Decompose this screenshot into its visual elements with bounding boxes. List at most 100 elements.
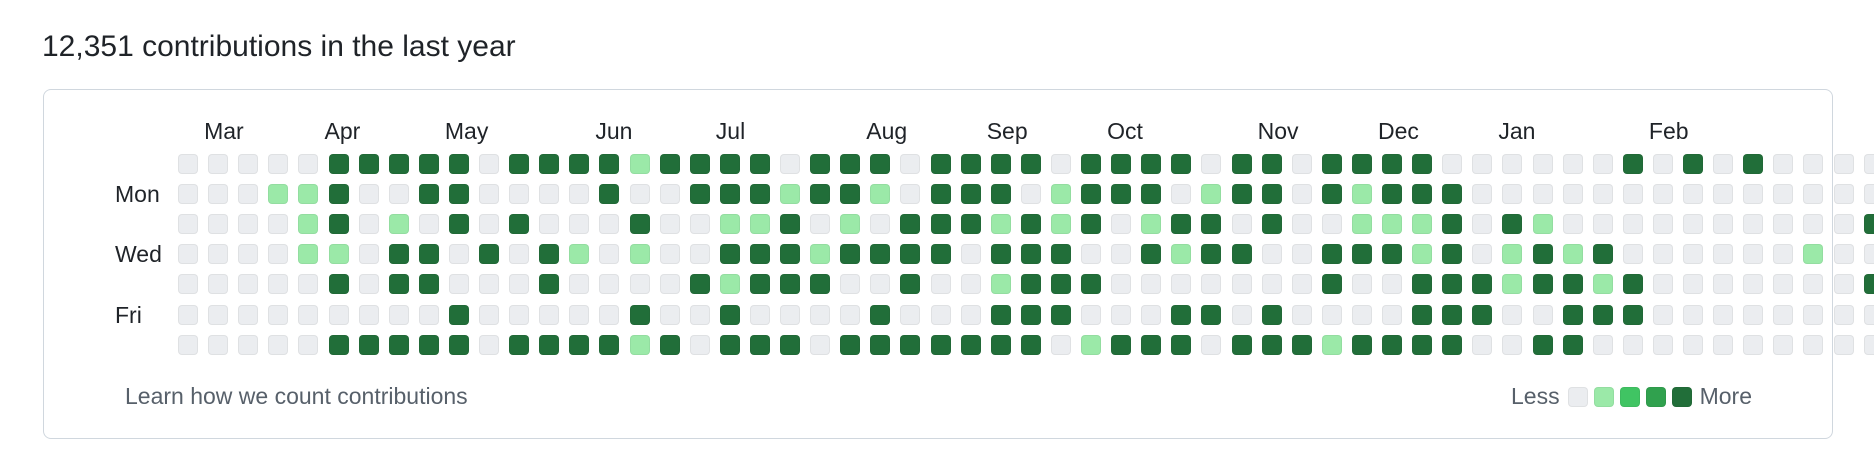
contribution-cell[interactable] (238, 214, 259, 235)
contribution-cell[interactable] (930, 244, 951, 265)
contribution-cell[interactable] (1803, 244, 1824, 265)
contribution-cell[interactable] (1472, 244, 1493, 265)
contribution-cell[interactable] (719, 214, 740, 235)
contribution-cell[interactable] (1833, 334, 1854, 355)
contribution-cell[interactable] (1532, 154, 1553, 174)
contribution-cell[interactable] (298, 184, 319, 205)
contribution-cell[interactable] (1833, 274, 1854, 295)
contribution-cell[interactable] (328, 244, 349, 265)
contribution-cell[interactable] (719, 304, 740, 325)
contribution-cell[interactable] (448, 334, 469, 355)
contribution-cell[interactable] (1231, 244, 1252, 265)
contribution-cell[interactable] (1803, 214, 1824, 235)
contribution-cell[interactable] (448, 154, 469, 174)
contribution-cell[interactable] (238, 304, 259, 325)
contribution-cell[interactable] (1863, 214, 1874, 235)
contribution-cell[interactable] (1532, 304, 1553, 325)
contribution-cell[interactable] (719, 274, 740, 295)
contribution-cell[interactable] (930, 184, 951, 205)
contribution-cell[interactable] (1863, 304, 1874, 325)
contribution-cell[interactable] (1622, 184, 1643, 205)
contribution-cell[interactable] (1683, 154, 1703, 174)
contribution-cell[interactable] (599, 334, 620, 355)
contribution-cell[interactable] (1773, 274, 1794, 295)
contribution-cell[interactable] (1502, 274, 1523, 295)
contribution-cell[interactable] (1261, 154, 1282, 174)
contribution-cell[interactable] (1622, 304, 1643, 325)
contribution-cell[interactable] (1261, 184, 1282, 205)
contribution-cell[interactable] (1412, 214, 1433, 235)
contribution-cell[interactable] (780, 334, 800, 355)
contribution-cell[interactable] (960, 244, 981, 265)
contribution-cell[interactable] (1773, 244, 1794, 265)
contribution-cell[interactable] (1652, 214, 1673, 235)
contribution-cell[interactable] (1502, 154, 1523, 174)
contribution-cell[interactable] (1291, 334, 1312, 355)
contribution-cell[interactable] (479, 184, 499, 205)
contribution-cell[interactable] (780, 304, 800, 325)
contribution-cell[interactable] (659, 334, 680, 355)
contribution-cell[interactable] (719, 154, 740, 174)
contribution-cell[interactable] (479, 214, 499, 235)
contribution-cell[interactable] (509, 184, 530, 205)
contribution-cell[interactable] (178, 214, 198, 235)
contribution-cell[interactable] (238, 274, 259, 295)
contribution-cell[interactable] (1412, 334, 1433, 355)
contribution-cell[interactable] (960, 304, 981, 325)
contribution-cell[interactable] (1863, 154, 1874, 174)
contribution-cell[interactable] (1442, 304, 1463, 325)
contribution-cell[interactable] (1803, 184, 1824, 205)
contribution-cell[interactable] (509, 154, 530, 174)
contribution-cell[interactable] (990, 274, 1011, 295)
contribution-cell[interactable] (599, 214, 620, 235)
contribution-cell[interactable] (810, 244, 831, 265)
contribution-cell[interactable] (1502, 334, 1523, 355)
contribution-cell[interactable] (418, 244, 439, 265)
contribution-cell[interactable] (599, 304, 620, 325)
contribution-cell[interactable] (268, 304, 289, 325)
contribution-cell[interactable] (208, 154, 229, 174)
contribution-cell[interactable] (268, 274, 289, 295)
contribution-cell[interactable] (238, 184, 259, 205)
contribution-cell[interactable] (208, 184, 229, 205)
contribution-cell[interactable] (1050, 334, 1071, 355)
contribution-cell[interactable] (1713, 334, 1734, 355)
contribution-cell[interactable] (749, 244, 770, 265)
contribution-cell[interactable] (1743, 334, 1764, 355)
contribution-cell[interactable] (1261, 214, 1282, 235)
contribution-cell[interactable] (960, 154, 981, 174)
contribution-cell[interactable] (1020, 334, 1041, 355)
contribution-cell[interactable] (298, 214, 319, 235)
contribution-cell[interactable] (388, 184, 409, 205)
contribution-cell[interactable] (840, 274, 861, 295)
contribution-cell[interactable] (1713, 184, 1734, 205)
contribution-cell[interactable] (1412, 184, 1433, 205)
contribution-cell[interactable] (1141, 184, 1162, 205)
contribution-cell[interactable] (1141, 274, 1162, 295)
contribution-cell[interactable] (1863, 274, 1874, 295)
contribution-cell[interactable] (448, 214, 469, 235)
contribution-cell[interactable] (238, 244, 259, 265)
contribution-cell[interactable] (539, 244, 560, 265)
contribution-cell[interactable] (1442, 274, 1463, 295)
contribution-cell[interactable] (268, 184, 289, 205)
contribution-cell[interactable] (1171, 184, 1192, 205)
contribution-cell[interactable] (900, 274, 921, 295)
contribution-cell[interactable] (388, 304, 409, 325)
contribution-cell[interactable] (328, 304, 349, 325)
contribution-cell[interactable] (1683, 184, 1703, 205)
contribution-cell[interactable] (599, 154, 620, 174)
contribution-cell[interactable] (870, 304, 891, 325)
contribution-cell[interactable] (178, 184, 198, 205)
contribution-cell[interactable] (1291, 304, 1312, 325)
contribution-cell[interactable] (1592, 184, 1613, 205)
contribution-cell[interactable] (328, 154, 349, 174)
contribution-cell[interactable] (749, 154, 770, 174)
contribution-cell[interactable] (509, 304, 530, 325)
contribution-cell[interactable] (1351, 244, 1372, 265)
contribution-cell[interactable] (1622, 154, 1643, 174)
contribution-cell[interactable] (1020, 154, 1041, 174)
contribution-cell[interactable] (388, 244, 409, 265)
contribution-cell[interactable] (1351, 334, 1372, 355)
contribution-cell[interactable] (1592, 154, 1613, 174)
